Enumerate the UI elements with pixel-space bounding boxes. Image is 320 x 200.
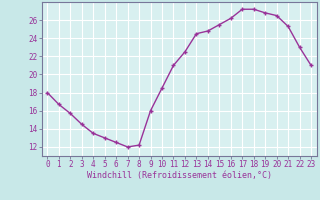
- X-axis label: Windchill (Refroidissement éolien,°C): Windchill (Refroidissement éolien,°C): [87, 171, 272, 180]
